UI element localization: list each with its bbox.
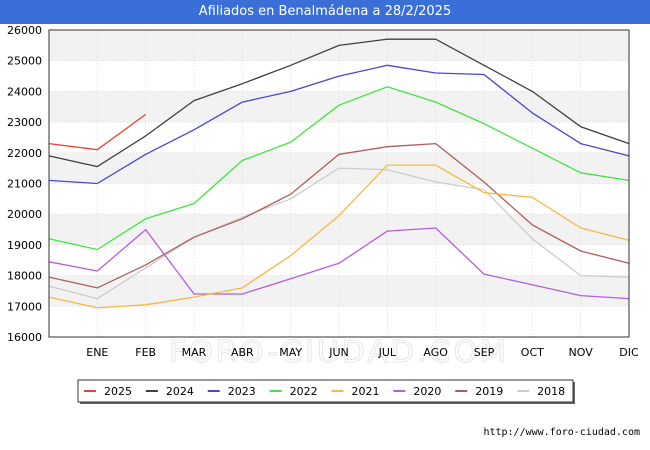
series-line-2023 [48, 64, 630, 185]
legend-label-2021: 2021 [352, 385, 380, 398]
series-line-2022 [48, 86, 630, 251]
series-line-2021 [48, 164, 630, 309]
x-tick-label: ABR [231, 346, 254, 359]
x-tick-label: FEB [135, 346, 156, 359]
y-tick-label: 19000 [7, 239, 42, 252]
y-tick-label: 21000 [7, 178, 42, 191]
x-tick-label: JUN [328, 346, 349, 359]
footer-url[interactable]: http://www.foro-ciudad.com [483, 427, 640, 438]
x-tick-label: OCT [521, 346, 544, 359]
y-tick-label: 20000 [7, 208, 42, 221]
x-tick-label: NOV [569, 346, 594, 359]
y-tick-label: 23000 [7, 116, 42, 129]
series-line-2025 [48, 113, 147, 151]
watermark: FORO-CIUDAD.COM [169, 335, 509, 370]
x-tick-label: MAY [279, 346, 302, 359]
title-bar [0, 0, 650, 24]
y-tick-label: 18000 [7, 270, 42, 283]
legend-label-2025: 2025 [104, 385, 132, 398]
legend [77, 379, 574, 403]
legend-label-2022: 2022 [290, 385, 318, 398]
series-line-2020 [48, 227, 630, 300]
legend-label-2018: 2018 [537, 385, 565, 398]
y-tick-label: 25000 [7, 55, 42, 68]
series-line-2024 [48, 38, 630, 168]
legend-label-2019: 2019 [475, 385, 503, 398]
x-tick-label: SEP [474, 346, 495, 359]
x-tick-label: DIC [619, 346, 639, 359]
series-line-2019 [48, 142, 630, 289]
y-tick-label: 24000 [7, 85, 42, 98]
y-tick-label: 16000 [7, 331, 42, 344]
y-tick-label: 22000 [7, 147, 42, 160]
chart-title: Afiliados en Benalmádena a 28/2/2025 [198, 4, 452, 19]
x-tick-label: JUL [378, 346, 397, 359]
grid-band [49, 275, 629, 307]
legend-label-2024: 2024 [166, 385, 194, 398]
y-tick-label: 26000 [7, 24, 42, 37]
legend-label-2023: 2023 [228, 385, 256, 398]
x-tick-label: ENE [86, 346, 108, 359]
legend-label-2020: 2020 [413, 385, 441, 398]
series-line-2018 [48, 167, 630, 300]
y-tick-label: 17000 [7, 300, 42, 313]
x-tick-label: MAR [182, 346, 207, 359]
plot-frame [48, 29, 630, 338]
x-tick-label: AGO [423, 346, 448, 359]
